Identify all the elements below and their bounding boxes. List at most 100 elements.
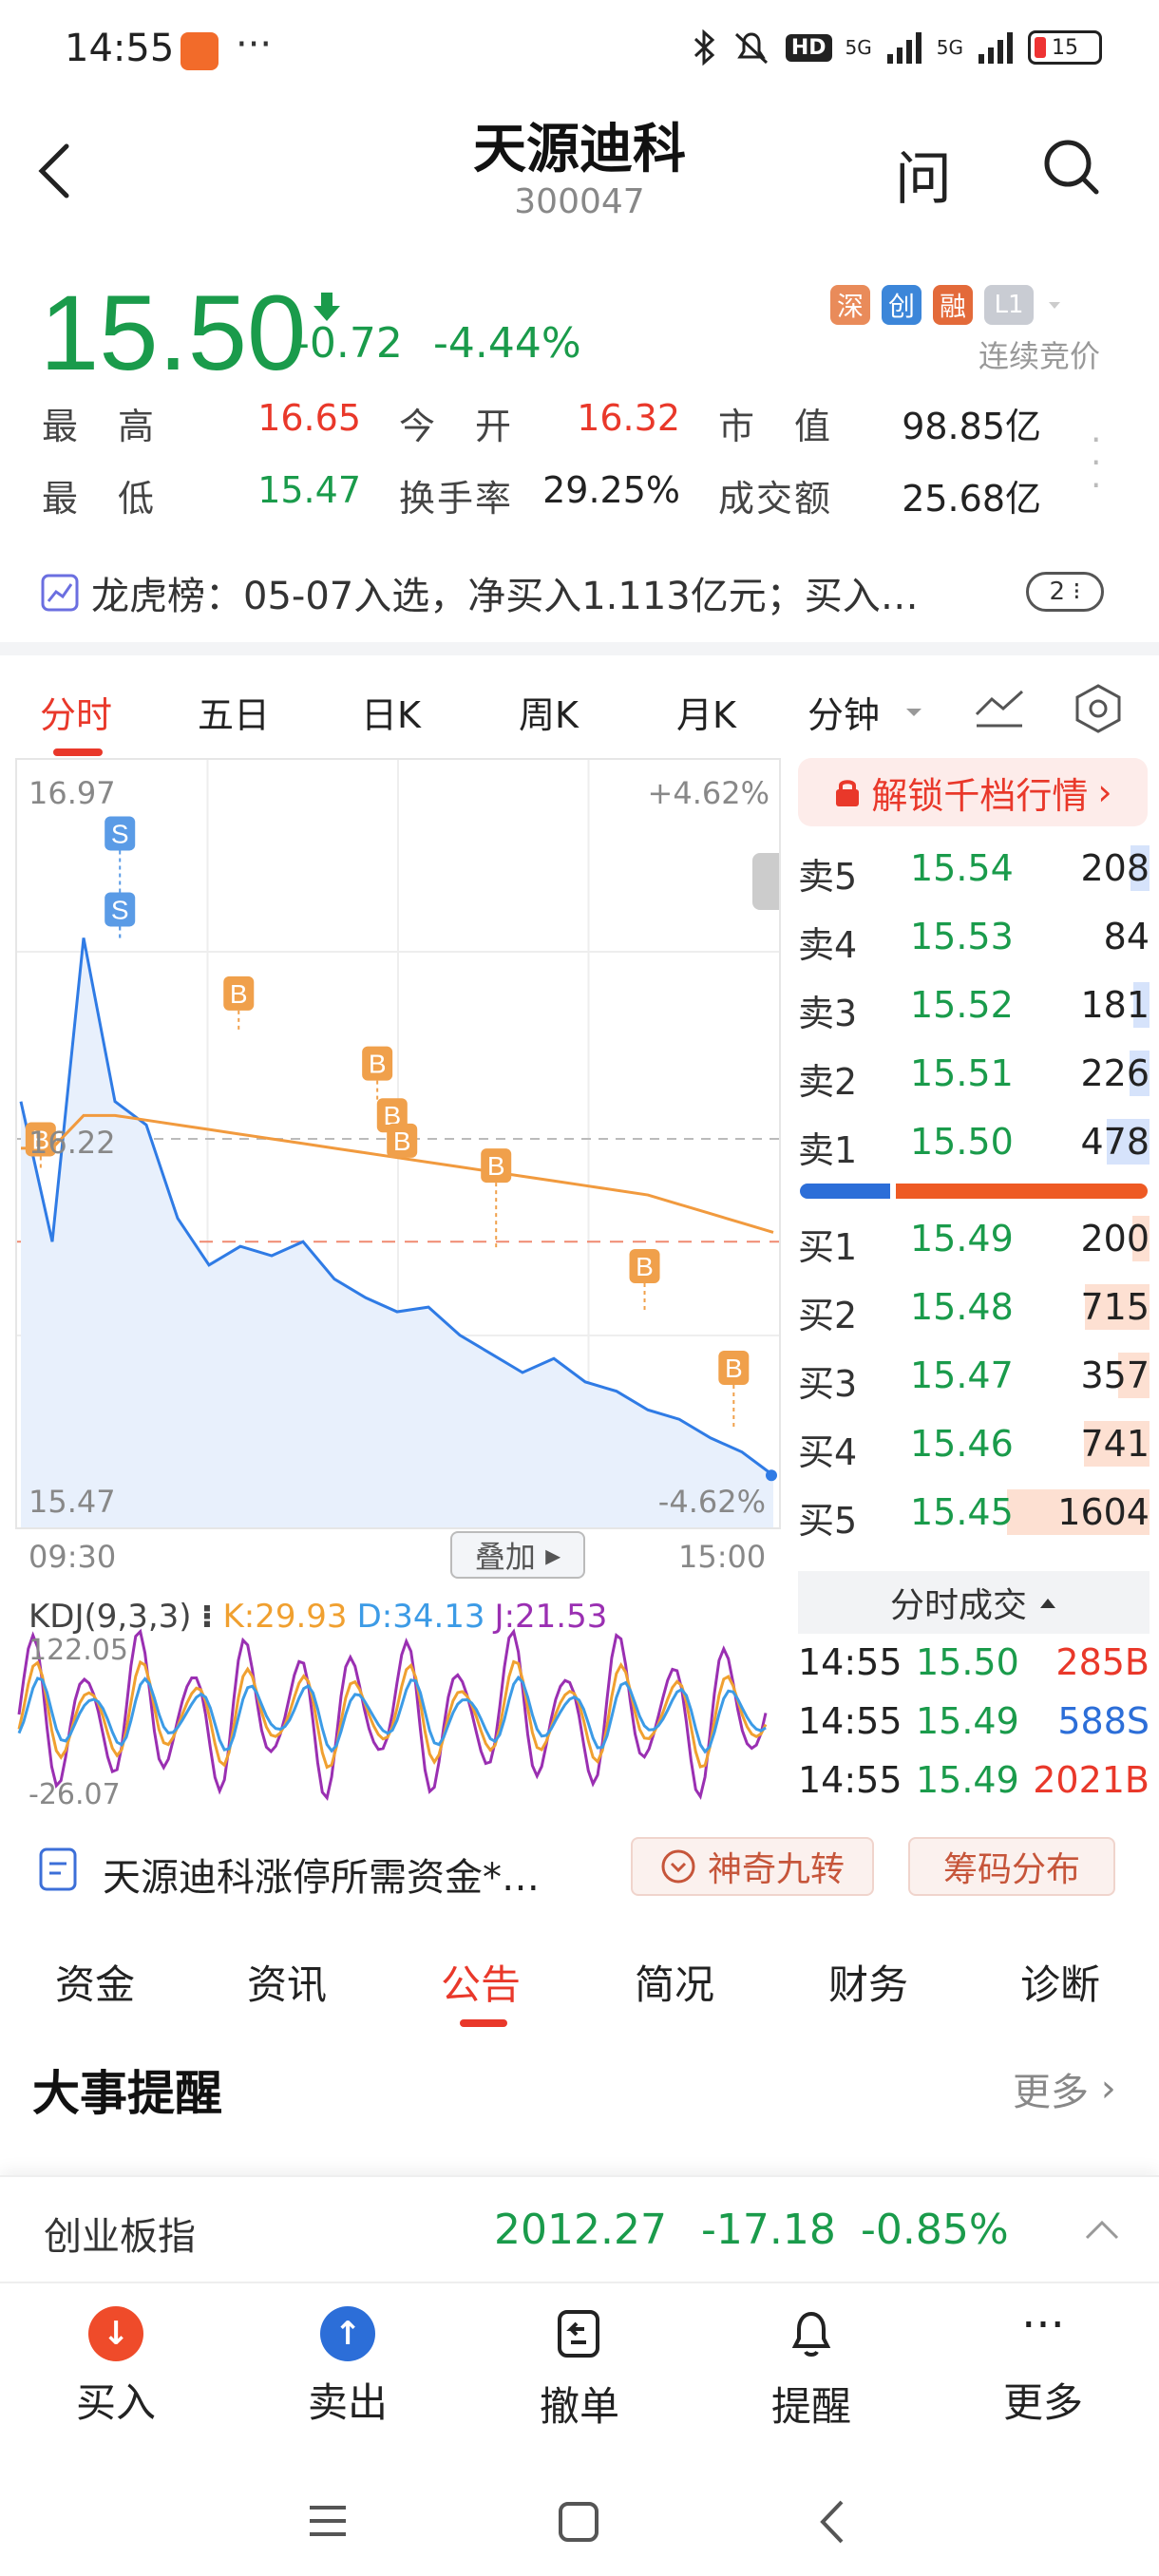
back-icon[interactable] bbox=[34, 141, 76, 201]
tab-weekly-k[interactable]: 周K bbox=[519, 694, 579, 736]
battery-level: 15 bbox=[1052, 35, 1078, 60]
events-more-label: 更多 bbox=[1013, 2071, 1089, 2114]
tab-news[interactable]: 资讯 bbox=[247, 1961, 328, 2008]
ask-button[interactable]: 问 bbox=[895, 146, 952, 213]
search-icon[interactable] bbox=[1041, 137, 1102, 198]
chevron-down-icon[interactable] bbox=[1045, 295, 1064, 314]
ask-row-2[interactable]: 卖4 15.53 84 bbox=[798, 908, 1150, 966]
low-value: 15.47 bbox=[257, 469, 361, 511]
tab-funds[interactable]: 资金 bbox=[55, 1961, 136, 2008]
index-change: -17.18 bbox=[701, 2206, 836, 2254]
open-value: 16.32 bbox=[577, 397, 680, 439]
cancel-order-label: 撤单 bbox=[539, 2383, 619, 2430]
ask-row-4[interactable]: 卖2 15.51 226 bbox=[798, 1045, 1150, 1103]
triangle-up-icon bbox=[1040, 1599, 1055, 1608]
cancel-order-button[interactable]: 撤单 bbox=[504, 2306, 656, 2433]
level-price: 15.46 bbox=[910, 1423, 1014, 1465]
limit-up-capital-link[interactable]: 天源迪科涨停所需资金*… bbox=[103, 1856, 540, 1900]
longhubang-text: 龙虎榜：05-07入选，净买入1.113亿元；买入… bbox=[91, 575, 919, 618]
ask-row-1[interactable]: 卖5 15.54 208 bbox=[798, 840, 1150, 898]
kdj-panel[interactable] bbox=[15, 1582, 781, 1810]
tab-diagnosis[interactable]: 诊断 bbox=[1020, 1961, 1101, 2008]
tab-minute[interactable]: 分钟 bbox=[808, 694, 881, 736]
longhubang-count: 2 bbox=[1049, 578, 1065, 606]
ask-row-5[interactable]: 卖1 15.50 478 bbox=[798, 1113, 1150, 1171]
tab-financials[interactable]: 财务 bbox=[828, 1961, 909, 2008]
bid-row-1[interactable]: 买1 15.49 200 bbox=[798, 1210, 1150, 1268]
level-label: 买3 bbox=[798, 1363, 858, 1405]
magic-nine-button[interactable]: 神奇九转 bbox=[631, 1837, 874, 1896]
chip-distribution-button[interactable]: 筹码分布 bbox=[908, 1837, 1115, 1896]
level-volume: 181 bbox=[1080, 984, 1150, 1026]
mute-icon bbox=[734, 32, 768, 65]
level-price: 15.53 bbox=[910, 916, 1014, 957]
bid-row-2[interactable]: 买2 15.48 715 bbox=[798, 1279, 1150, 1336]
unlock-depth-button[interactable]: 解锁千档行情 › bbox=[798, 758, 1148, 826]
buy-arrow-icon: ↓ bbox=[88, 2306, 143, 2361]
kdj-axis-bottom: -26.07 bbox=[28, 1778, 121, 1811]
active-tab-indicator bbox=[53, 748, 103, 756]
kdj-label: KDJ(9,3,3) bbox=[28, 1598, 192, 1636]
magic-nine-label: 神奇九转 bbox=[707, 1850, 845, 1889]
kdj-d-line bbox=[17, 1675, 767, 1754]
sell-button[interactable]: ↑ 卖出 bbox=[272, 2306, 424, 2429]
time-sales-header[interactable]: 分时成交 bbox=[798, 1571, 1150, 1634]
tab-profile[interactable]: 简况 bbox=[635, 1961, 715, 2008]
tab-announcements[interactable]: 公告 bbox=[441, 1961, 522, 2008]
tab-monthly-k[interactable]: 月K bbox=[676, 694, 736, 736]
ask-row-3[interactable]: 卖3 15.52 181 bbox=[798, 976, 1150, 1034]
alert-button[interactable]: 提醒 bbox=[735, 2306, 887, 2433]
tag-level1[interactable]: L1 bbox=[984, 285, 1034, 325]
kdj-legend[interactable]: KDJ(9,3,3) ⁝ K:29.93 D:34.13 J:21.53 bbox=[28, 1598, 607, 1636]
home-icon[interactable] bbox=[557, 2500, 600, 2544]
chip-distribution-label: 筹码分布 bbox=[942, 1850, 1080, 1889]
index-change-pct: -0.85% bbox=[861, 2206, 1009, 2254]
menu-icon[interactable] bbox=[306, 2502, 350, 2540]
current-price: 15.50 bbox=[40, 274, 307, 392]
stock-name: 天源迪科 bbox=[473, 119, 686, 180]
chart-drawer-handle[interactable] bbox=[752, 853, 779, 910]
app-notification-icon bbox=[180, 32, 218, 70]
more-stats-icon[interactable]: · · · bbox=[1091, 421, 1102, 505]
alert-label: 提醒 bbox=[770, 2383, 851, 2430]
level-volume: 208 bbox=[1080, 847, 1150, 889]
level-label: 卖5 bbox=[798, 856, 858, 898]
overlay-button[interactable]: 叠加 ▸ bbox=[450, 1531, 585, 1579]
index-ticker-bar[interactable]: 创业板指 2012.27 -17.18 -0.85% bbox=[0, 2175, 1159, 2282]
buy-marker bbox=[629, 1249, 660, 1284]
bid-row-5[interactable]: 买5 15.45 1604 bbox=[798, 1484, 1150, 1542]
bid-row-3[interactable]: 买3 15.47 357 bbox=[798, 1347, 1150, 1405]
tab-daily-k[interactable]: 日K bbox=[361, 694, 421, 736]
trade-time: 14:55 bbox=[798, 1641, 902, 1683]
bid-row-4[interactable]: 买4 15.46 741 bbox=[798, 1415, 1150, 1473]
level-price: 15.45 bbox=[910, 1491, 1014, 1533]
market-mode: 连续竞价 bbox=[978, 338, 1100, 374]
longhubang-bar[interactable]: 龙虎榜：05-07入选，净买入1.113亿元；买入… bbox=[40, 562, 1123, 623]
back-nav-icon[interactable] bbox=[815, 2498, 847, 2546]
buy-label: 买入 bbox=[75, 2379, 156, 2426]
more-button[interactable]: ··· 更多 bbox=[967, 2302, 1119, 2429]
longhubang-count-badge[interactable]: 2 ⁝ bbox=[1026, 572, 1104, 612]
sell-arrow-icon: ↑ bbox=[320, 2306, 375, 2361]
sell-marker bbox=[104, 816, 136, 851]
level-price: 15.54 bbox=[910, 847, 1014, 889]
buy-button[interactable]: ↓ 买入 bbox=[40, 2306, 192, 2429]
level-price: 15.49 bbox=[910, 1218, 1014, 1260]
signal-2-label: 5G bbox=[936, 36, 963, 59]
tab-intraday[interactable]: 分时 bbox=[40, 694, 113, 736]
buy-marker bbox=[718, 1351, 750, 1386]
settings-hexagon-icon[interactable] bbox=[1072, 682, 1125, 735]
kdj-menu-icon[interactable]: ⁝ bbox=[200, 1598, 214, 1636]
chevron-up-icon[interactable] bbox=[1083, 2215, 1121, 2244]
volume-bar bbox=[1107, 1119, 1150, 1165]
last-price-dot bbox=[766, 1469, 777, 1482]
volume-bar bbox=[1133, 982, 1150, 1028]
amount-value: 25.68亿 bbox=[902, 478, 1041, 520]
indicator-line-icon[interactable] bbox=[973, 686, 1026, 731]
chevron-down-icon[interactable] bbox=[902, 703, 925, 722]
events-more-link[interactable]: 更多 › bbox=[1013, 2061, 1116, 2116]
marker-letter: B bbox=[393, 1127, 411, 1156]
status-icons: HD 5G 5G 15 bbox=[693, 28, 1102, 66]
tab-five-day[interactable]: 五日 bbox=[198, 694, 271, 736]
